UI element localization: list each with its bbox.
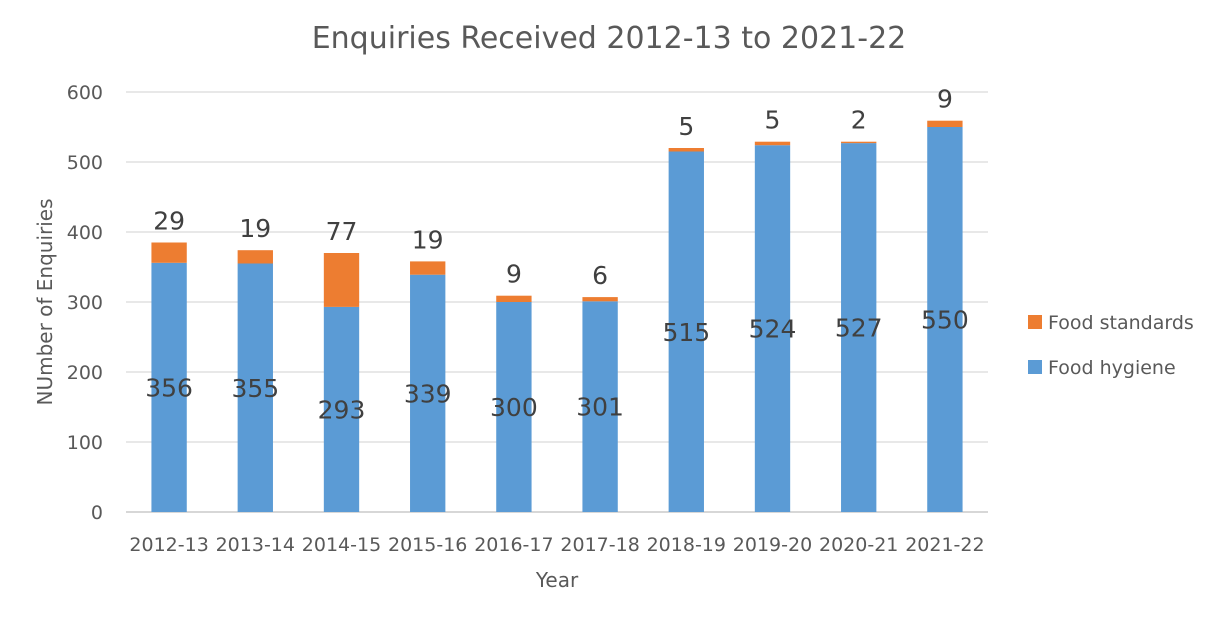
y-tick-label: 300 <box>67 292 103 314</box>
data-label-food-hygiene: 300 <box>490 393 538 422</box>
data-label-food-hygiene: 339 <box>404 379 452 408</box>
x-tick-label: 2015-16 <box>388 534 467 556</box>
x-tick-label: 2018-19 <box>647 534 726 556</box>
bar-food-hygiene <box>582 301 618 512</box>
data-label-food-standards: 9 <box>937 85 953 114</box>
data-label-food-standards: 5 <box>678 112 694 141</box>
y-axis-ticks: 0 100 200 300 400 500 600 <box>67 82 103 524</box>
bar-food-standards <box>668 148 704 152</box>
bar-food-standards <box>237 250 273 264</box>
y-tick-label: 200 <box>67 362 103 384</box>
data-label-food-hygiene: 515 <box>662 318 710 347</box>
y-tick-label: 0 <box>91 502 103 524</box>
x-tick-label: 2019-20 <box>733 534 812 556</box>
data-label-food-standards: 2 <box>851 106 867 135</box>
x-tick-label: 2017-18 <box>560 534 639 556</box>
data-labels: 3562935519293773391930093016515552455272… <box>145 85 969 425</box>
y-axis-label: NUmber of Enquiries <box>33 198 57 405</box>
bars <box>151 120 963 512</box>
y-tick-label: 100 <box>67 432 103 454</box>
x-axis-ticks: 2012-13 2013-14 2014-15 2015-16 2016-17 2017-… <box>129 534 984 556</box>
data-label-food-hygiene: 527 <box>835 314 883 343</box>
data-label-food-standards: 19 <box>412 225 444 254</box>
data-label-food-standards: 9 <box>506 260 522 289</box>
data-label-food-standards: 77 <box>326 217 358 246</box>
bar-food-standards <box>323 253 360 307</box>
legend-label: Food standards <box>1048 312 1194 334</box>
data-label-food-hygiene: 301 <box>576 393 624 422</box>
bar-food-hygiene <box>151 262 187 512</box>
data-label-food-standards: 6 <box>592 261 608 290</box>
bar-food-standards <box>151 242 187 263</box>
legend-swatch <box>1028 315 1042 329</box>
bar-food-standards <box>410 261 446 275</box>
x-tick-label: 2021-22 <box>905 534 984 556</box>
data-label-food-standards: 29 <box>153 207 185 236</box>
bar-food-hygiene <box>237 263 273 512</box>
x-axis-label: Year <box>535 568 579 592</box>
data-label-food-hygiene: 355 <box>231 374 279 403</box>
y-tick-label: 500 <box>67 152 103 174</box>
bar-food-hygiene <box>410 274 446 512</box>
legend-label: Food hygiene <box>1048 357 1176 379</box>
bar-food-hygiene <box>754 145 791 512</box>
chart-title: Enquiries Received 2012-13 to 2021-22 <box>312 21 907 56</box>
x-tick-label: 2013-14 <box>216 534 295 556</box>
data-label-food-standards: 5 <box>765 106 781 135</box>
bar-food-standards <box>754 141 791 146</box>
x-tick-label: 2016-17 <box>474 534 553 556</box>
y-tick-label: 400 <box>67 222 103 244</box>
x-tick-label: 2012-13 <box>129 534 208 556</box>
data-label-food-hygiene: 550 <box>921 306 969 335</box>
x-tick-label: 2020-21 <box>819 534 898 556</box>
bar-food-hygiene <box>323 306 360 512</box>
bar-food-hygiene <box>668 151 704 512</box>
data-label-food-hygiene: 293 <box>318 395 366 424</box>
x-tick-label: 2014-15 <box>302 534 381 556</box>
data-label-food-hygiene: 524 <box>749 315 797 344</box>
bar-food-hygiene <box>927 127 963 512</box>
bar-food-hygiene <box>841 143 877 512</box>
bar-food-hygiene <box>496 302 532 512</box>
bar-food-standards <box>841 141 877 144</box>
bar-food-standards <box>582 297 618 302</box>
bar-food-standards <box>927 120 963 127</box>
legend: Food standards Food hygiene <box>1028 312 1194 379</box>
data-label-food-hygiene: 356 <box>145 373 193 402</box>
bar-food-standards <box>496 295 532 302</box>
y-tick-label: 600 <box>67 82 103 104</box>
legend-swatch <box>1028 360 1042 374</box>
data-label-food-standards: 19 <box>239 214 271 243</box>
